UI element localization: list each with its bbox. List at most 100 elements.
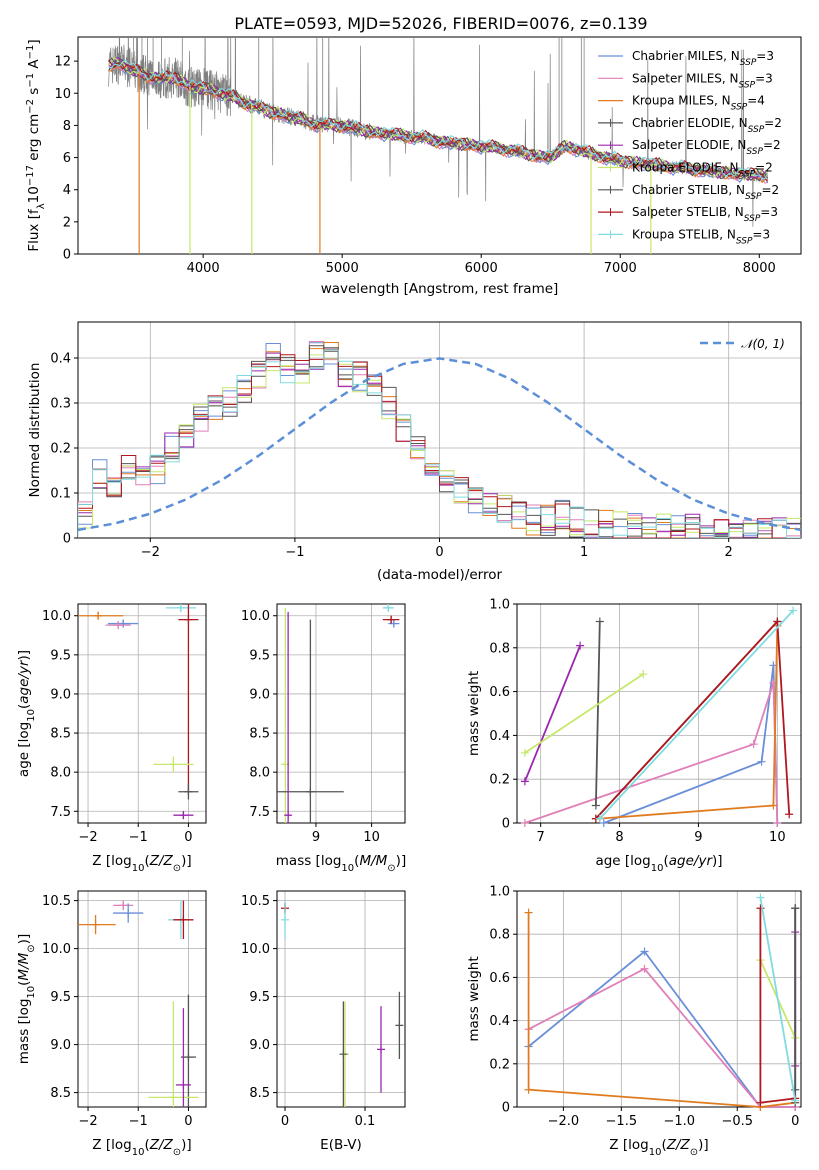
y-tick-label: 9.5 (50, 990, 71, 1005)
model-fit-line (108, 59, 769, 180)
weight-vs-Z-xlabel: Z [log10(Z/Z⊙)] (609, 1137, 708, 1158)
normal-curve (78, 357, 801, 532)
y-tick-label: 9.0 (50, 687, 71, 702)
y-tick-label: 4 (63, 183, 71, 198)
y-tick-label: 10.5 (241, 894, 270, 909)
x-tick-label: 0 (184, 830, 192, 845)
data-point (184, 615, 193, 624)
axes-frame (276, 603, 406, 824)
y-tick-label: 10 (54, 87, 71, 102)
data-point (169, 1093, 178, 1102)
x-tick-label: 4000 (187, 261, 220, 276)
y-tick-label: 8.0 (50, 766, 71, 781)
spectrum-ylabel: Flux [fλ10−17 erg cm−2 s−1 A−1] (25, 39, 47, 251)
data-point (640, 947, 649, 956)
data-point (179, 915, 188, 924)
data-point (595, 814, 604, 823)
data-point (749, 740, 758, 749)
legend-entry: Kroupa STELIB, NSSP=3 (632, 227, 770, 246)
weight-vs-Z-ylabel: mass weight (466, 956, 482, 1041)
spectrum-xlabel: wavelength [Angstrom, rest frame] (321, 281, 559, 297)
series-line (524, 673, 644, 754)
series-line (595, 621, 601, 806)
y-tick-label: 0 (63, 248, 71, 263)
y-tick-label: 8.5 (50, 727, 71, 742)
data-point (169, 760, 178, 769)
x-tick-label: 9 (694, 830, 702, 845)
mass-vs-Z-xlabel: Z [log10(Z/Z⊙)] (92, 1137, 191, 1158)
y-tick-label: 1.0 (489, 885, 510, 900)
mass-vs-EBV-panel: 0 0.1 8.5 9.0 9.5 10.0 10.5 E(B-V) (241, 890, 406, 1153)
x-tick-label: 0 (281, 1114, 289, 1129)
series-line (527, 912, 796, 1108)
x-tick-label: 5000 (326, 261, 359, 276)
data-point (284, 811, 293, 820)
x-tick-label: 2 (725, 545, 733, 560)
histogram-step (78, 349, 801, 538)
model-fit-line (108, 59, 768, 181)
data-point (119, 619, 128, 628)
y-tick-label: 0.4 (489, 1014, 510, 1029)
y-tick-label: 0.6 (489, 685, 510, 700)
x-tick-label: 0 (791, 1114, 799, 1129)
weight-vs-age-panel: 7 8 9 10 0 0.2 0.4 0.6 0.8 1.0 age [log10(age/yr)]… (466, 598, 802, 874)
x-tick-label: −2 (78, 830, 97, 845)
axes-frame (77, 321, 802, 539)
data-point (791, 1096, 800, 1105)
x-tick-label: 0 (435, 545, 443, 560)
data-point (791, 904, 800, 913)
x-tick-label: 7 (537, 830, 545, 845)
data-point (524, 1085, 533, 1094)
data-point (785, 810, 794, 819)
legend-entry: Chabrier STELIB, NSSP=2 (632, 183, 779, 202)
x-tick-label: −2 (141, 545, 160, 560)
y-tick-label: 12 (54, 55, 71, 70)
y-tick-label: 9.0 (50, 1038, 71, 1053)
data-point (520, 777, 529, 786)
y-tick-label: 9.5 (50, 648, 71, 663)
data-point (119, 901, 128, 910)
data-point (756, 893, 765, 902)
series-line (524, 645, 581, 782)
data-point (773, 617, 782, 626)
y-tick-label: 8.5 (249, 727, 270, 742)
legend-entry: Kroupa ELODIE, NSSP=2 (632, 161, 773, 180)
x-tick-label: 6000 (465, 261, 498, 276)
y-tick-label: 10.0 (42, 609, 71, 624)
y-tick-label: 8.5 (50, 1086, 71, 1101)
data-point (339, 1050, 348, 1059)
x-tick-label: 1 (580, 545, 588, 560)
x-tick-label: 0.1 (355, 1114, 376, 1129)
data-point (640, 964, 649, 973)
y-tick-label: 0.2 (489, 1057, 510, 1072)
data-point (176, 604, 185, 612)
legend-entry: Kroupa MILES, NSSP=4 (632, 94, 765, 113)
data-point (184, 1053, 193, 1062)
y-tick-label: 0.4 (50, 352, 71, 367)
y-tick-label: 9.5 (249, 990, 270, 1005)
data-point (789, 606, 798, 615)
data-point (520, 819, 529, 827)
data-point (281, 915, 289, 924)
x-tick-label: 0 (184, 1114, 192, 1129)
data-point (91, 920, 100, 929)
series-line (528, 967, 796, 1108)
residuals-xlabel: (data-model)/error (377, 567, 503, 583)
y-tick-label: 1.0 (489, 598, 510, 613)
data-point (94, 611, 103, 620)
series-line (759, 897, 797, 1101)
data-point (599, 819, 608, 827)
x-tick-label: −2 (78, 1114, 97, 1129)
data-point (639, 670, 648, 679)
weight-vs-age-ylabel: mass weight (466, 671, 482, 756)
y-tick-label: 0 (502, 817, 510, 832)
axes-frame (276, 890, 406, 1108)
y-tick-label: 0.8 (489, 641, 510, 656)
y-tick-label: 0.2 (489, 773, 510, 788)
series-line (528, 950, 796, 1108)
residuals-ylabel: Normed distribution (27, 363, 43, 498)
data-point (395, 1021, 404, 1030)
series-line (524, 682, 779, 824)
data-point (595, 617, 604, 626)
x-tick-label: −1 (285, 545, 304, 560)
